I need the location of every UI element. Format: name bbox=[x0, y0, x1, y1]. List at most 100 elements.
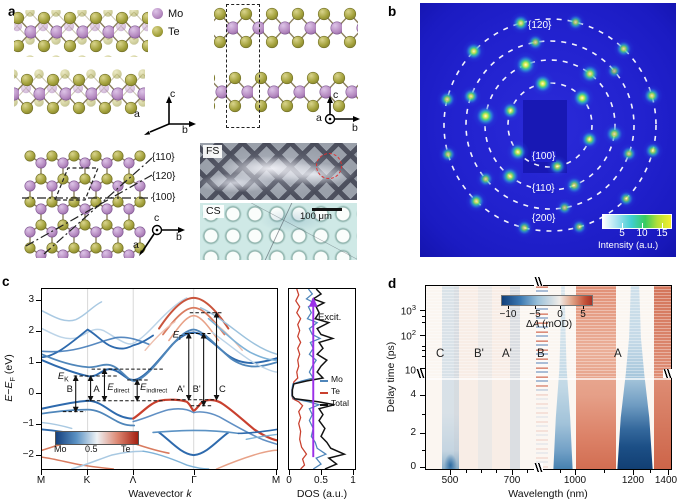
y-tick bbox=[420, 335, 425, 337]
excitation-label: Excit. bbox=[318, 312, 342, 323]
axes-top-icon bbox=[139, 224, 185, 256]
axis-a-label: a bbox=[316, 112, 322, 124]
y-tick-label: 102 bbox=[400, 328, 416, 343]
x-tick-label: Γ bbox=[191, 475, 197, 486]
b-transition-label: B bbox=[67, 383, 73, 394]
slab-layer-1 bbox=[14, 10, 148, 57]
axis-c-label: c bbox=[154, 212, 160, 224]
fs-marked-region-circle bbox=[316, 153, 342, 179]
axis-break-seam bbox=[426, 378, 671, 380]
colorbar-tick-label: −10 bbox=[499, 309, 517, 320]
y-tick-label: 3 bbox=[28, 294, 34, 305]
band-structure-svg: EK B A Edirect Eindirect EΓ A' B' C bbox=[41, 289, 279, 470]
excitation-arrowhead bbox=[308, 296, 318, 307]
c-y-axis-label: E−EF (eV) bbox=[2, 354, 18, 402]
axis-a-label: a bbox=[134, 108, 140, 120]
colorbar-tick-label: 0 bbox=[557, 309, 563, 320]
x-tick-label: 1200 bbox=[621, 475, 645, 486]
dos-x-tick-label: 0.5 bbox=[314, 475, 328, 486]
x-tick bbox=[575, 470, 577, 475]
dos-legend-total-label: Total bbox=[331, 398, 349, 408]
mo-atom-icon bbox=[152, 8, 163, 19]
cs-texture-overlay bbox=[200, 203, 357, 260]
band-lines bbox=[41, 296, 279, 470]
legend-te-label: Te bbox=[168, 26, 180, 38]
bp-transition-label: B' bbox=[193, 383, 201, 394]
crystal-structure-top bbox=[22, 150, 152, 258]
y-tick bbox=[420, 467, 425, 469]
colorbar-tick-label: 15 bbox=[656, 228, 668, 239]
x-tick bbox=[668, 470, 670, 475]
annotation-dashed-lines bbox=[62, 312, 222, 413]
colorbar-tick bbox=[560, 306, 561, 309]
band-induced-absorption-1 bbox=[576, 286, 616, 469]
y-tick bbox=[420, 368, 425, 370]
axis-c-label: c bbox=[170, 88, 176, 100]
axes-side-icon bbox=[324, 96, 360, 125]
x-tick bbox=[41, 470, 43, 475]
dos-mo-curve bbox=[291, 288, 328, 470]
feature-B-label: B bbox=[537, 348, 545, 360]
band-induced-absorption-2 bbox=[654, 286, 671, 469]
dos-legend-te-label: Te bbox=[331, 386, 340, 396]
axis-b-label: b bbox=[352, 122, 358, 134]
y-minor-tick bbox=[422, 414, 425, 415]
axis-a-label: a bbox=[133, 239, 139, 251]
x-axis-break-bottom-icon bbox=[534, 463, 543, 472]
colorbar-tick-label: 5 bbox=[619, 228, 625, 239]
te-atoms bbox=[24, 150, 146, 254]
dos-legend-mo-line bbox=[320, 380, 328, 382]
c-transition-label: C bbox=[219, 383, 226, 394]
x-tick-label: K bbox=[83, 475, 91, 486]
panel-c-label: c bbox=[2, 274, 10, 289]
y-tick bbox=[36, 362, 41, 364]
feature-Bp-label: B' bbox=[474, 348, 484, 360]
x-tick bbox=[321, 470, 323, 475]
egamma-label: EΓ bbox=[173, 328, 183, 341]
diffraction-spots bbox=[436, 12, 664, 238]
crystal-structure-side bbox=[214, 6, 358, 113]
x-tick-label: 1000 bbox=[563, 475, 587, 486]
axes-3d-icon bbox=[144, 96, 196, 135]
intensity-colorbar bbox=[602, 214, 672, 229]
dos-legend-total-line bbox=[320, 404, 328, 406]
feature-A-label: A bbox=[614, 348, 622, 360]
te-atom-icon bbox=[152, 26, 163, 37]
fs-label: FS bbox=[203, 145, 223, 158]
y-tick bbox=[420, 433, 425, 435]
y-tick-label: 2 bbox=[410, 427, 416, 438]
y-tick-label: −2 bbox=[22, 449, 34, 460]
colorbar-tick bbox=[662, 223, 663, 228]
diffraction-pattern: {120} {100} {110} {200} 5 10 15 Intensit… bbox=[420, 3, 676, 257]
crystal-plane-lines bbox=[22, 157, 152, 255]
y-tick bbox=[36, 300, 41, 302]
c-x-axis-label: Wavevector k bbox=[128, 488, 192, 500]
colorbar-tick-label: −5 bbox=[529, 309, 541, 320]
dos-te-curve bbox=[291, 288, 308, 470]
legend-mo-label: Mo bbox=[168, 8, 184, 20]
band-noise-fade bbox=[536, 286, 548, 469]
legend-mo: Mo bbox=[152, 8, 183, 20]
fs-micrograph: FS bbox=[200, 143, 357, 200]
eindirect-label: Eindirect bbox=[140, 381, 167, 394]
y-tick bbox=[36, 393, 41, 395]
dos-x-tick-label: 0 bbox=[286, 475, 292, 486]
axis-c-label: c bbox=[333, 89, 339, 101]
slab-layer-2 bbox=[14, 68, 145, 115]
y-minor-tick bbox=[422, 350, 425, 351]
x-tick bbox=[133, 470, 135, 475]
dA-colorbar bbox=[501, 295, 593, 306]
y-minor-tick bbox=[422, 322, 425, 323]
y-minor-tick bbox=[422, 316, 425, 317]
d-y-axis-label: Delay time (ps) bbox=[385, 341, 397, 413]
plane-100-label: {100} bbox=[152, 192, 176, 203]
x-tick-label: 500 bbox=[441, 475, 459, 486]
plane-110-label: {110} bbox=[152, 152, 175, 163]
band-C-bleach bbox=[442, 286, 459, 469]
annotation-labels: EK B A Edirect Eindirect EΓ A' B' C bbox=[58, 328, 226, 394]
y-axis-break-icon bbox=[416, 369, 425, 378]
band-Bp-bleach bbox=[478, 286, 492, 469]
y-axis-break-right-icon bbox=[663, 369, 672, 378]
plane-120-label: {120} bbox=[152, 171, 176, 182]
x-minor-tick bbox=[527, 470, 528, 473]
